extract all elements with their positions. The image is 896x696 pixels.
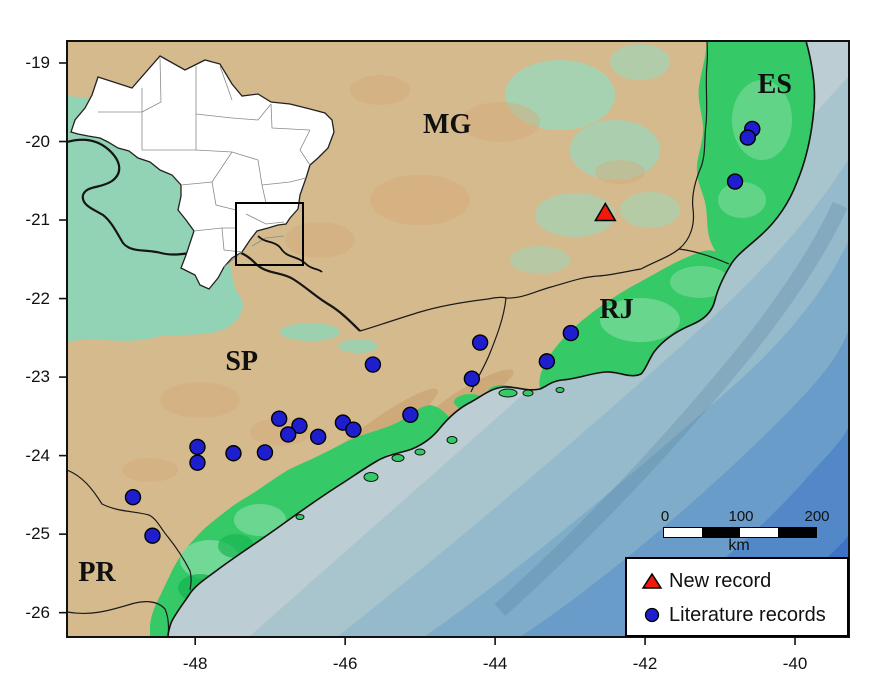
legend-label-literature: Literature records bbox=[669, 603, 826, 626]
y-tick-label: -19 bbox=[25, 52, 50, 72]
literature-record-marker bbox=[739, 129, 756, 146]
state-borders bbox=[67, 41, 730, 637]
scalebar-segment bbox=[664, 528, 702, 537]
literature-record-marker bbox=[471, 334, 489, 351]
islands bbox=[295, 387, 565, 520]
y-tick-label: -21 bbox=[25, 210, 50, 230]
record-markers bbox=[124, 120, 761, 544]
literature-record-marker bbox=[562, 324, 580, 342]
scalebar-tick-100: 100 bbox=[728, 508, 754, 525]
literature-record-marker bbox=[225, 445, 242, 462]
y-tick-label: -24 bbox=[25, 445, 50, 465]
coastline bbox=[167, 41, 816, 637]
scalebar-tick-0: 0 bbox=[660, 508, 670, 525]
scalebar-bar bbox=[663, 527, 817, 538]
legend-item-new-record: New record bbox=[627, 564, 847, 598]
study-area-box bbox=[235, 202, 304, 266]
literature-record-marker bbox=[538, 353, 556, 370]
scalebar-unit: km bbox=[728, 537, 750, 554]
x-tick-label: -40 bbox=[782, 654, 808, 673]
legend-label-new-record: New record bbox=[669, 569, 772, 592]
legend-box: New record Literature records bbox=[625, 557, 849, 637]
y-tick-label: -26 bbox=[25, 602, 50, 622]
literature-record-marker bbox=[309, 428, 327, 445]
y-tick-label: -23 bbox=[25, 367, 50, 387]
x-tick-label: -44 bbox=[482, 654, 508, 673]
literature-record-marker bbox=[291, 417, 308, 434]
literature-record-marker bbox=[124, 489, 142, 506]
scalebar-segment bbox=[778, 528, 816, 537]
x-tick-label: -42 bbox=[632, 654, 658, 673]
plot-border bbox=[66, 40, 850, 638]
inset-state-borders bbox=[98, 57, 311, 268]
scale-bar: 0 100 200 km bbox=[650, 508, 834, 554]
literature-record-marker bbox=[270, 410, 288, 427]
circle-icon bbox=[637, 606, 667, 624]
scalebar-segment bbox=[702, 528, 740, 537]
map-art bbox=[67, 41, 849, 637]
scalebar-tick-200: 200 bbox=[804, 508, 830, 525]
literature-record-marker bbox=[726, 173, 744, 190]
literature-record-marker bbox=[345, 421, 362, 438]
triangle-icon bbox=[637, 572, 667, 590]
x-tick-label: -48 bbox=[182, 654, 208, 673]
y-tick-label: -20 bbox=[25, 131, 50, 151]
literature-record-marker bbox=[189, 454, 206, 471]
literature-record-marker bbox=[402, 406, 419, 423]
x-tick-label: -46 bbox=[332, 654, 358, 673]
literature-record-marker bbox=[364, 356, 382, 373]
y-tick-label: -22 bbox=[25, 288, 50, 308]
inset-detail-border bbox=[257, 235, 323, 273]
continental-slope-shading bbox=[494, 201, 848, 616]
brazil-inset bbox=[70, 55, 335, 290]
literature-record-marker bbox=[463, 370, 481, 387]
literature-record-marker bbox=[189, 438, 206, 456]
literature-record-marker bbox=[279, 426, 297, 443]
scalebar-segment bbox=[740, 528, 778, 537]
brazil-outline bbox=[70, 55, 335, 290]
legend-item-literature: Literature records bbox=[627, 598, 847, 632]
new-record-marker bbox=[594, 201, 617, 222]
y-tick-label: -25 bbox=[25, 524, 50, 544]
literature-record-marker bbox=[256, 444, 274, 461]
axis-tick-marks bbox=[59, 62, 796, 645]
literature-record-marker bbox=[144, 527, 161, 544]
